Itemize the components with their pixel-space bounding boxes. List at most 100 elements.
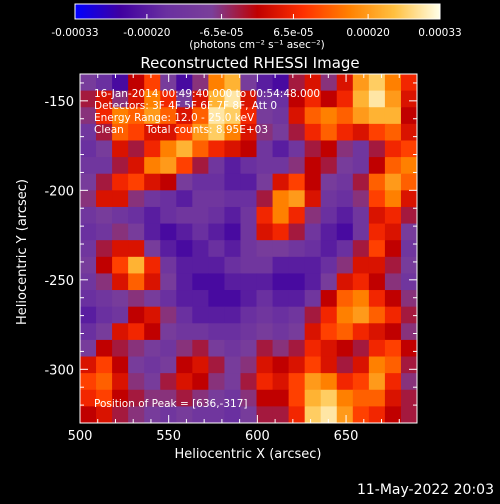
method-label: Clean xyxy=(94,124,124,136)
heatmap-cell xyxy=(224,290,242,308)
heatmap-cell xyxy=(352,339,370,358)
heatmap-cell xyxy=(272,157,290,175)
heatmap-cell xyxy=(304,406,322,423)
peak-position-label: Position of Peak = [636,-317] xyxy=(94,398,248,410)
heatmap-cell xyxy=(128,107,145,125)
colorbar-tick-label: 6.5e-05 xyxy=(273,27,313,39)
heatmap-cell xyxy=(256,339,274,358)
heatmap-cell xyxy=(160,256,177,275)
heatmap-cell xyxy=(368,356,386,374)
heatmap-cell xyxy=(288,306,306,324)
heatmap-cell xyxy=(192,157,209,175)
heatmap-cell xyxy=(160,190,177,208)
heatmap-cell xyxy=(368,173,386,191)
heatmap-cell xyxy=(176,323,193,341)
heatmap-cell xyxy=(288,373,306,391)
heatmap-cell xyxy=(272,323,290,341)
heatmap-cell xyxy=(112,389,129,407)
heatmap-cell xyxy=(208,140,226,158)
heatmap-cell xyxy=(304,273,322,291)
heatmap-cell xyxy=(304,223,322,241)
heatmap-cell xyxy=(336,157,354,175)
heatmap-cell xyxy=(400,107,417,125)
heatmap-cell xyxy=(112,273,129,291)
heatmap-cell xyxy=(304,173,322,191)
heatmap-cell xyxy=(384,406,402,423)
heatmap-cell xyxy=(368,273,386,291)
heatmap-cell xyxy=(80,240,97,258)
heatmap-cell xyxy=(256,140,274,158)
heatmap-cell xyxy=(176,140,193,158)
heatmap-cell xyxy=(224,157,242,175)
heatmap-cell xyxy=(192,240,209,258)
heatmap-cell xyxy=(208,223,226,241)
heatmap-cell xyxy=(272,74,290,92)
heatmap-cell xyxy=(288,173,306,191)
heatmap-cell xyxy=(320,290,338,308)
heatmap-cell xyxy=(160,406,177,423)
heatmap-cell xyxy=(160,107,177,125)
heatmap-cell xyxy=(176,206,193,225)
heatmap-cell xyxy=(160,90,177,108)
heatmap-cell xyxy=(288,389,306,407)
heatmap-cell xyxy=(128,240,145,258)
heatmap-cell xyxy=(272,123,290,142)
heatmap-cell xyxy=(208,107,226,125)
heatmap-cell xyxy=(352,389,370,407)
heatmap-cell xyxy=(224,256,242,275)
heatmap-cell xyxy=(144,306,161,324)
heatmap-cell xyxy=(208,206,226,225)
heatmap-cell xyxy=(224,90,242,108)
heatmap-cell xyxy=(288,140,306,158)
heatmap-cell xyxy=(384,373,402,391)
heatmap-cell xyxy=(144,140,161,158)
heatmap-cell xyxy=(128,157,145,175)
heatmap-cell xyxy=(112,323,129,341)
heatmap-cell xyxy=(96,339,113,358)
heatmap-cell xyxy=(368,323,386,341)
heatmap-cell xyxy=(336,123,354,142)
heatmap-cell xyxy=(336,74,354,92)
x-tick-label: 650 xyxy=(334,429,359,444)
heatmap-cell xyxy=(400,339,417,358)
heatmap-cell xyxy=(336,90,354,108)
heatmap-cell xyxy=(96,173,113,191)
heatmap-cell xyxy=(192,406,209,423)
heatmap-cell xyxy=(224,190,242,208)
heatmap-cell xyxy=(256,306,274,324)
heatmap-cell xyxy=(288,107,306,125)
heatmap-cell xyxy=(288,323,306,341)
heatmap-cell xyxy=(256,373,274,391)
colorbar-tick-label: 0.00033 xyxy=(418,27,461,39)
heatmap-cell xyxy=(144,256,161,275)
heatmap-cell xyxy=(320,356,338,374)
heatmap-cell xyxy=(208,256,226,275)
heatmap-cell xyxy=(320,173,338,191)
heatmap-cell xyxy=(304,290,322,308)
heatmap-cell xyxy=(224,273,242,291)
heatmap-cell xyxy=(128,356,145,374)
date-stamp: 11-May-2022 20:03 xyxy=(356,482,494,498)
heatmap-cell xyxy=(160,157,177,175)
heatmap-cell xyxy=(304,107,322,125)
heatmap-cell xyxy=(240,356,258,374)
heatmap-cell xyxy=(368,389,386,407)
heatmap-cell xyxy=(176,173,193,191)
heatmap-cell xyxy=(96,373,113,391)
heatmap-cell xyxy=(256,173,274,191)
heatmap-cell xyxy=(352,256,370,275)
heatmap-cell xyxy=(112,140,129,158)
heatmap-cell xyxy=(272,107,290,125)
heatmap-cell xyxy=(384,140,402,158)
heatmap-cell xyxy=(288,74,306,92)
heatmap-cell xyxy=(256,273,274,291)
heatmap-cell xyxy=(320,107,338,125)
heatmap-cell xyxy=(240,406,258,423)
heatmap-cell xyxy=(240,140,258,158)
heatmap-cell xyxy=(240,323,258,341)
heatmap-cell xyxy=(112,256,129,275)
heatmap-cell xyxy=(160,74,177,92)
heatmap-cell xyxy=(400,240,417,258)
heatmap-cell xyxy=(400,356,417,374)
